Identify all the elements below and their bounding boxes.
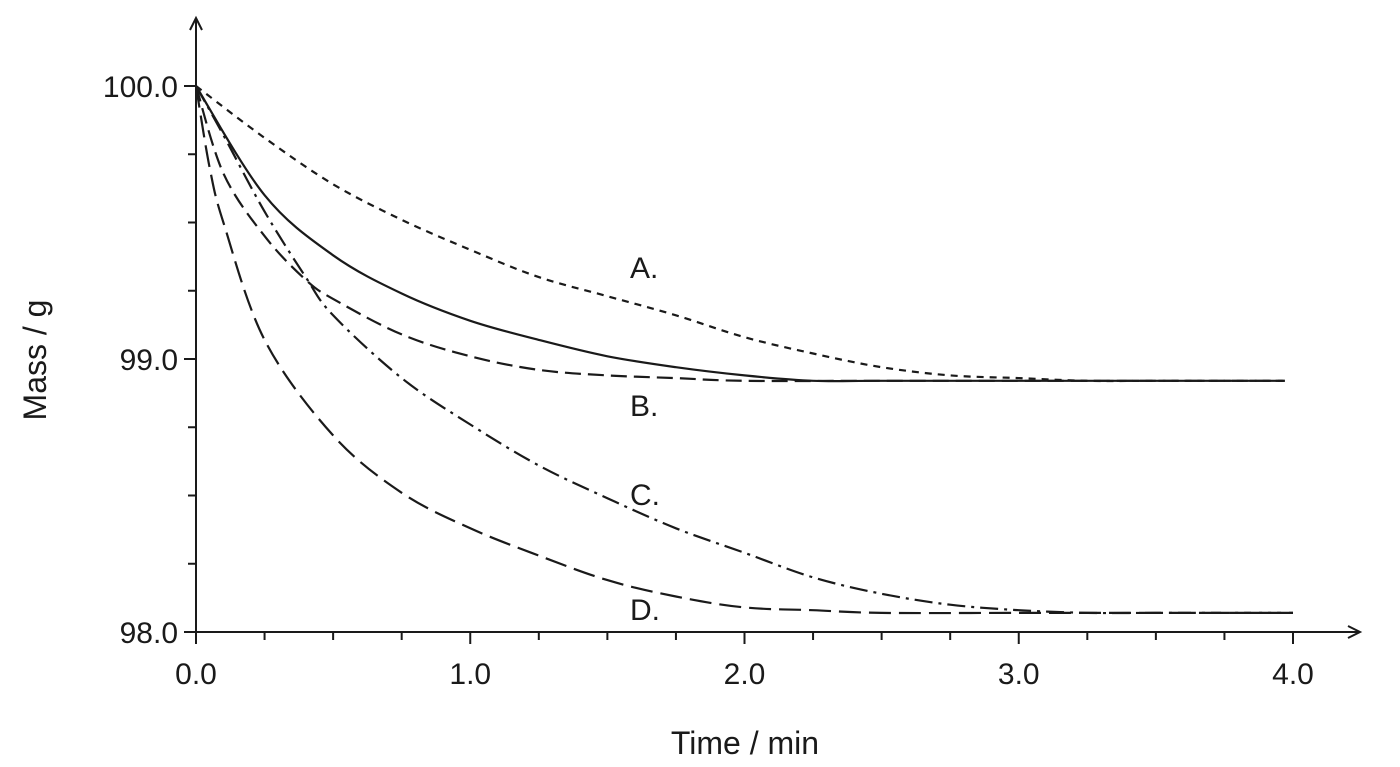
series-b-curve	[194, 85, 1285, 383]
y-tick-label: 99.0	[120, 344, 178, 377]
x-tick-label: 3.0	[998, 658, 1040, 691]
x-tick-label: 4.0	[1272, 658, 1314, 691]
series-c-label: C.	[630, 479, 660, 512]
series-a-curve	[195, 85, 1285, 383]
axes	[189, 15, 1363, 639]
series-d-label: D.	[630, 594, 660, 627]
y-axis-title: Mass / g	[17, 300, 53, 421]
x-tick-label: 2.0	[724, 658, 766, 691]
y-tick-label: 100.0	[103, 71, 178, 104]
x-tick-label: 0.0	[175, 658, 217, 691]
x-axis-title: Time / min	[671, 725, 819, 761]
series-a-label: A.	[630, 252, 658, 285]
y-axis-arrowhead	[189, 15, 203, 31]
x-axis-arrowhead	[1347, 625, 1363, 639]
series-d-curve	[194, 85, 1293, 615]
y-tick-label: 98.0	[120, 617, 178, 650]
series-b-label: B.	[630, 390, 658, 423]
axis-ticks	[184, 85, 1294, 644]
series-c-curve	[195, 85, 1293, 615]
chart-curves	[194, 85, 1293, 615]
curve-labels: A. B. C. D.	[630, 252, 660, 627]
x-tick-label: 1.0	[449, 658, 491, 691]
axis-tick-labels: 0.0 1.0 2.0 3.0 4.0 98.0 99.0 100.0	[103, 71, 1314, 691]
